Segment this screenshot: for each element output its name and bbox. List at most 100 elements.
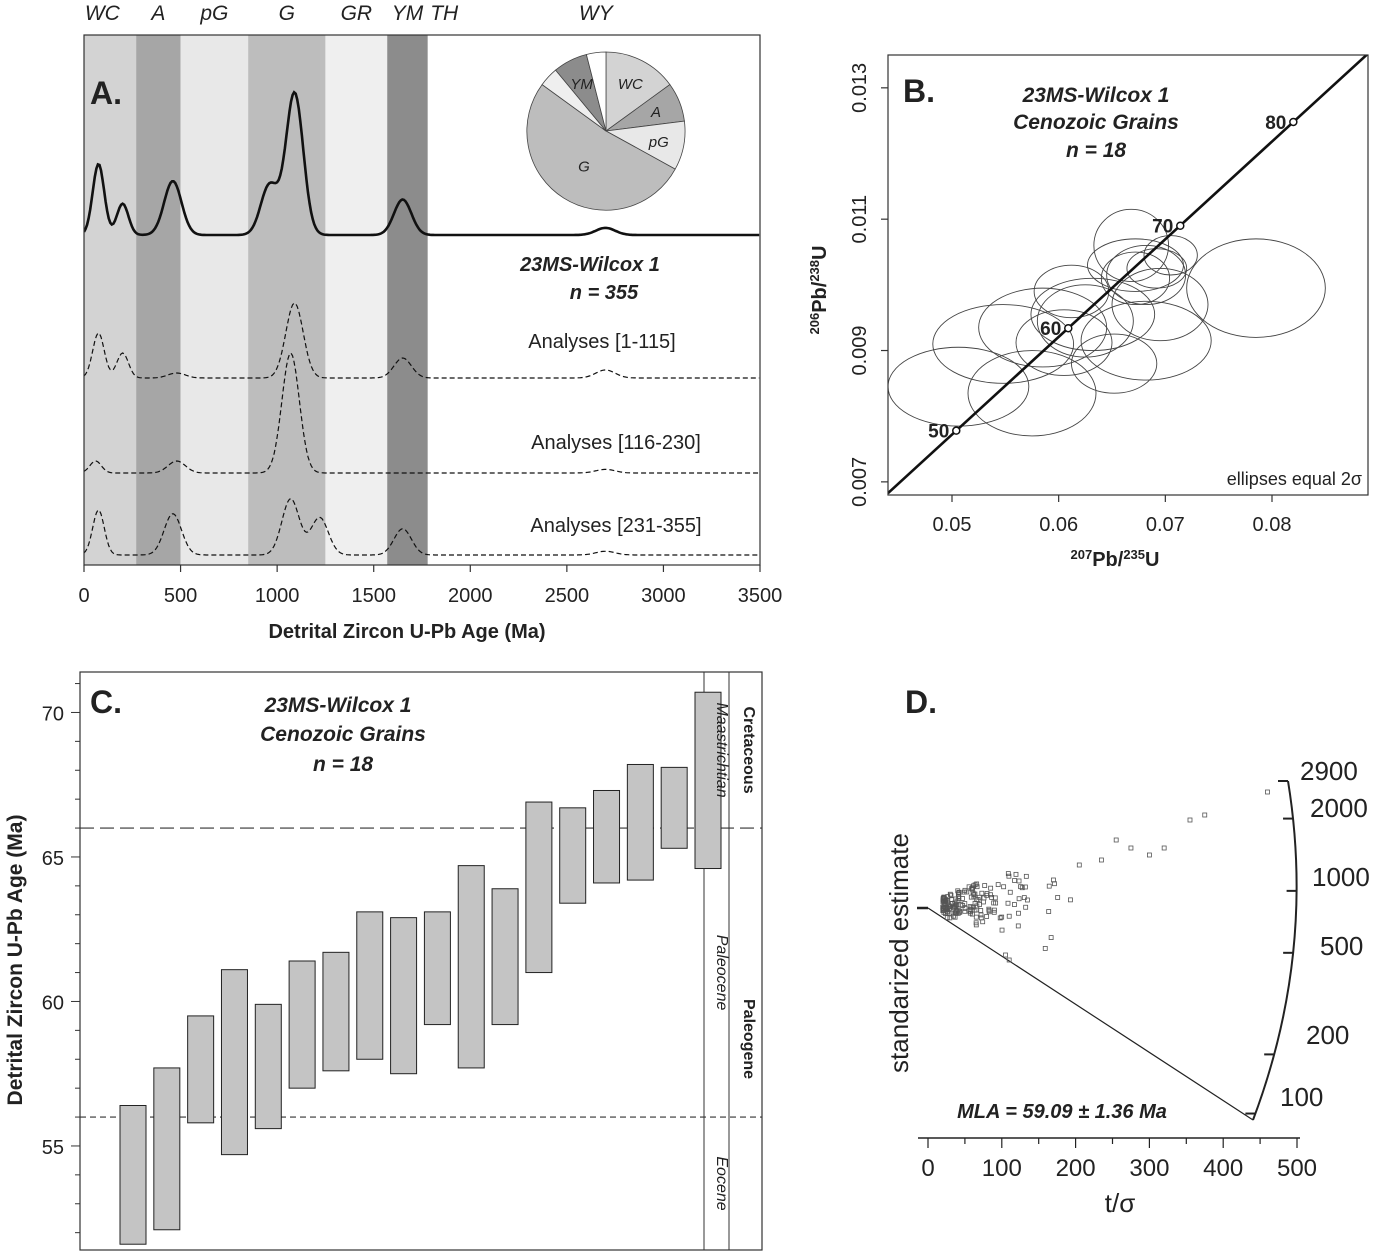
epoch-label-paleocene: Paleocene xyxy=(713,935,730,1011)
radial-reference-line xyxy=(927,907,1254,1121)
age-range-bar xyxy=(288,960,316,1089)
panel-a-subtitle: n = 355 xyxy=(570,282,639,304)
panel-b-y-label: 206Pb/238U xyxy=(807,246,832,335)
province-label-g: G xyxy=(279,2,295,25)
error-ellipse xyxy=(1080,300,1212,381)
radial-data-point xyxy=(946,903,952,909)
mla-annotation: MLA = 59.09 ± 1.36 Ma xyxy=(957,1101,1167,1123)
age-range-bar xyxy=(694,691,722,870)
radial-data-point xyxy=(986,906,992,912)
radial-data-point xyxy=(1161,845,1167,851)
province-band-th xyxy=(427,35,461,565)
radial-data-point xyxy=(962,887,968,893)
radial-data-point xyxy=(978,908,984,913)
panel-b-label: B. xyxy=(903,73,935,109)
radial-data-point xyxy=(1016,878,1022,884)
radial-data-point xyxy=(952,900,958,906)
radial-data-point xyxy=(982,883,988,888)
radial-data-point xyxy=(948,892,954,898)
radial-data-point xyxy=(1128,845,1134,851)
province-label-pg: pG xyxy=(199,2,228,25)
province-band-wc xyxy=(84,35,137,565)
radial-data-point xyxy=(981,899,986,905)
radial-data-point xyxy=(979,890,985,896)
x-tick-label: 300 xyxy=(1129,1155,1169,1182)
radial-tick-label: 500 xyxy=(1320,931,1363,961)
error-ellipses xyxy=(888,208,1326,437)
radial-data-point xyxy=(1076,862,1082,868)
error-ellipse xyxy=(1071,333,1158,394)
age-range-bar xyxy=(356,911,384,1060)
panel-d-x-label: t/σ xyxy=(1105,1188,1136,1218)
radial-data-point xyxy=(955,891,961,897)
panel-c-y-label: Detrital Zircon U-Pb Age (Ma) xyxy=(4,815,27,1106)
radial-tick-label: 1000 xyxy=(1312,862,1370,892)
radial-data-point xyxy=(995,882,1001,888)
period-label-cretaceous: Cretaceous xyxy=(740,706,757,793)
radial-data-point xyxy=(1051,877,1056,883)
radial-data-point xyxy=(992,895,998,901)
y-tick-label: 0.013 xyxy=(849,63,871,113)
age-range-bar xyxy=(626,763,654,881)
panel-b-subtitle: Cenozoic Grains xyxy=(1013,111,1179,134)
province-band-a xyxy=(136,35,181,565)
panel-b-frame xyxy=(887,54,1369,496)
error-ellipse xyxy=(1036,284,1134,358)
pie-label-a: A xyxy=(650,104,661,121)
panel-a-label: A. xyxy=(90,75,122,111)
province-label-a: A xyxy=(149,2,165,25)
radial-data-point xyxy=(972,882,978,888)
kde-series-3 xyxy=(84,497,760,556)
concordia-line xyxy=(888,55,1368,495)
panel-d-label: D. xyxy=(905,684,937,720)
radial-tick-label: 200 xyxy=(1306,1020,1349,1050)
radial-data-point xyxy=(973,914,979,920)
province-band-g xyxy=(248,35,326,565)
radial-data-point xyxy=(945,904,951,910)
concordia-age-labels: 50 60 70 80 xyxy=(928,113,1298,443)
radial-data-point xyxy=(958,902,964,908)
epoch-label-maastrichtian: Maastrichtian xyxy=(713,702,730,797)
radial-data-point xyxy=(1016,896,1022,902)
radial-data-point xyxy=(1187,817,1193,823)
radial-data-point xyxy=(1023,904,1029,910)
radial-tick-label: 2000 xyxy=(1310,793,1368,823)
error-ellipse xyxy=(967,350,1097,437)
age-range-bar xyxy=(491,888,519,1026)
age-range-bar xyxy=(593,789,621,884)
x-tick-label: 0.06 xyxy=(1039,514,1078,536)
radial-data-point xyxy=(1006,873,1012,879)
x-tick-label: 2000 xyxy=(448,585,493,607)
concordia-curve xyxy=(888,55,1368,495)
panel-a-frame xyxy=(83,34,761,566)
age-range-bar xyxy=(457,865,485,1069)
radial-data-point xyxy=(962,905,968,911)
radial-data-point xyxy=(1006,913,1012,919)
age-range-bar xyxy=(525,801,553,974)
geologic-timescale: Maastrichtian Paleocene Eocene Cretaceous Pa… xyxy=(713,702,757,1210)
error-ellipse xyxy=(932,304,1075,384)
age-range-bars xyxy=(119,691,722,1245)
concordia-age-label: 60 xyxy=(1040,319,1061,340)
province-label-th: TH xyxy=(430,2,459,25)
x-tick-label: 0 xyxy=(78,585,89,607)
radial-data-point xyxy=(1013,871,1019,877)
kde-series-2 xyxy=(84,352,760,474)
error-ellipse xyxy=(1186,238,1326,338)
radial-data-point xyxy=(1202,812,1208,818)
radial-data-point xyxy=(1048,935,1054,940)
kde-series-1 xyxy=(84,302,760,379)
x-tick-label: 3500 xyxy=(738,585,783,607)
radial-data-point xyxy=(1055,895,1061,900)
radial-data-point xyxy=(1147,852,1152,858)
concordia-age-label: 50 xyxy=(928,422,949,443)
radial-data-point xyxy=(1005,871,1011,876)
age-range-bar xyxy=(254,1003,282,1130)
panel-b-n-label: n = 18 xyxy=(1066,139,1126,162)
radial-data-point xyxy=(991,900,997,906)
error-ellipse xyxy=(1106,244,1187,306)
stage-boundaries xyxy=(80,827,762,1118)
